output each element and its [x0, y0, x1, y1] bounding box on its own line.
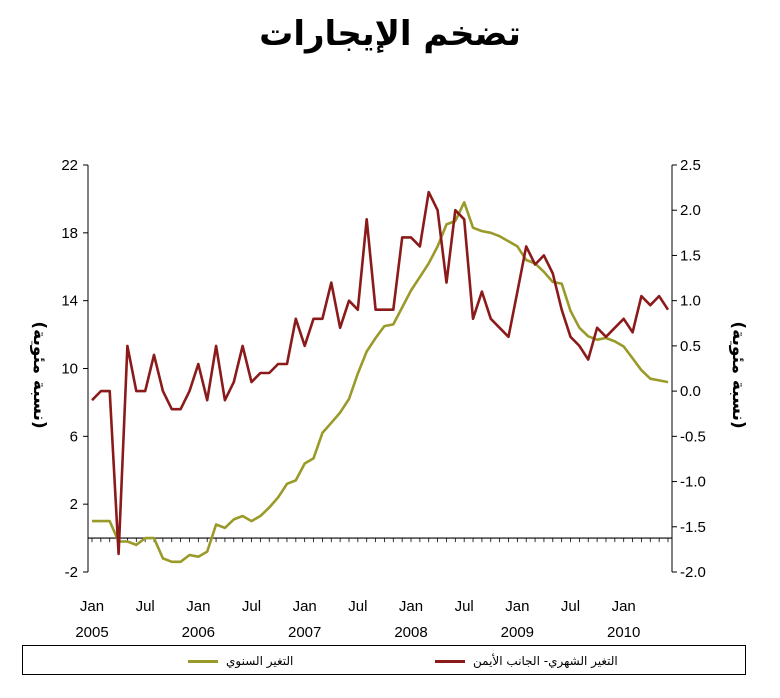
- y-left-tick-label: 14: [61, 293, 78, 310]
- y-right-tick-label: 1.0: [680, 293, 701, 310]
- series-layer: [91, 190, 670, 564]
- x-tick-year-label: 2010: [607, 624, 640, 641]
- x-tick-label: Jul: [561, 598, 580, 615]
- x-tick-label: Jan: [612, 598, 636, 615]
- legend: التغير السنوي التغير الشهري- الجانب الأي…: [22, 645, 746, 675]
- y-right-tick-label: -2.0: [680, 564, 706, 581]
- x-tick-label: Jan: [399, 598, 423, 615]
- legend-swatch-yoy: [188, 659, 218, 663]
- y-left-tick-label: 22: [61, 157, 78, 174]
- x-tick-year-label: 2009: [501, 624, 534, 641]
- x-tick-year-label: 2007: [288, 624, 321, 641]
- x-tick-label: Jan: [505, 598, 529, 615]
- y-right-tick-label: 2.0: [680, 202, 701, 219]
- legend-label-yoy: التغير السنوي: [226, 654, 294, 668]
- axes-layer: [83, 164, 677, 573]
- legend-label-mom: التغير الشهري- الجانب الأيمن: [473, 654, 618, 668]
- y-right-tick-label: -1.0: [680, 474, 706, 491]
- x-tick-label: Jan: [80, 598, 104, 615]
- x-tick-label: Jul: [348, 598, 367, 615]
- x-tick-year-label: 2008: [394, 624, 427, 641]
- y-left-tick-label: 18: [61, 225, 78, 242]
- x-tick-label: Jan: [186, 598, 210, 615]
- y-right-tick-label: -1.5: [680, 519, 706, 536]
- legend-item-mom: التغير الشهري- الجانب الأيمن: [435, 652, 618, 670]
- y-left-tick-label: 10: [61, 361, 78, 378]
- y-axis-left-title: (نسبة مئوية): [29, 321, 49, 428]
- y-left-tick-label: 6: [70, 428, 78, 445]
- series-line-annual: [92, 201, 669, 564]
- legend-swatch-mom: [435, 659, 465, 663]
- y-right-tick-label: 0.5: [680, 338, 701, 355]
- x-tick-label: Jul: [242, 598, 261, 615]
- x-tick-label: Jan: [293, 598, 317, 615]
- x-tick-year-label: 2006: [182, 624, 215, 641]
- x-tick-label: Jul: [136, 598, 155, 615]
- x-tick-label: Jul: [455, 598, 474, 615]
- y-right-tick-label: 2.5: [680, 157, 701, 174]
- y-right-tick-label: -0.5: [680, 428, 706, 445]
- y-axis-right-title: (نسبة مئوية): [728, 321, 748, 428]
- y-right-tick-label: 1.5: [680, 247, 701, 264]
- chart-title: تضخم الإيجارات: [259, 14, 521, 54]
- y-right-tick-label: 0.0: [680, 383, 701, 400]
- y-left-tick-label: -2: [65, 564, 78, 581]
- ticks-layer: -2 2 6 10 14 18 22 -2.0 -1.5 -1.0 -0.5 0.0 0.5 1.0 1.5…: [29, 157, 748, 641]
- x-tick-year-label: 2005: [75, 624, 108, 641]
- legend-item-yoy: التغير السنوي: [188, 652, 293, 670]
- series-line-monthly: [91, 190, 670, 556]
- y-left-tick-label: 2: [70, 496, 78, 513]
